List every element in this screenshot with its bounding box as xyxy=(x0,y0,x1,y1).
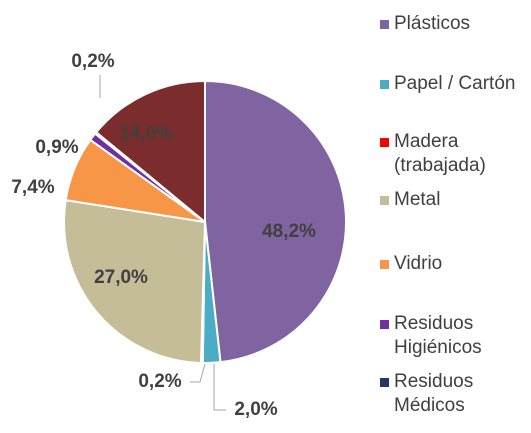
data-label: 48,2% xyxy=(262,221,316,242)
leader-line xyxy=(190,363,206,383)
legend-label: Residuos Médicos xyxy=(394,371,474,416)
data-label: 2,0% xyxy=(234,399,277,420)
data-label: 0,2% xyxy=(71,51,114,72)
leader-line xyxy=(213,364,226,411)
pie-slice xyxy=(94,79,206,225)
legend-swatch xyxy=(380,20,389,29)
pie-slice xyxy=(63,198,207,364)
legend-item: Plásticos xyxy=(380,12,529,36)
legend-swatch xyxy=(380,80,389,89)
legend-swatch xyxy=(380,320,389,329)
data-label: 0,9% xyxy=(35,137,78,158)
legend-label: Vidrio xyxy=(394,253,443,274)
legend-swatch xyxy=(380,260,389,269)
legend-item: Vidrio xyxy=(380,252,529,276)
data-label: 14,0% xyxy=(119,123,173,144)
legend-item: Residuos Higiénicos xyxy=(380,312,529,360)
legend-item: Metal xyxy=(380,188,529,212)
data-label: 27,0% xyxy=(94,267,148,288)
legend-label: Residuos Higiénicos xyxy=(394,313,482,358)
legend-swatch xyxy=(380,138,389,147)
data-label: 7,4% xyxy=(11,177,54,198)
legend-item: Madera (trabajada) xyxy=(380,130,529,178)
pie-slice xyxy=(204,79,347,364)
legend-item: Residuos Médicos xyxy=(380,370,529,418)
legend-swatch xyxy=(380,378,389,387)
legend-label: Papel / Cartón xyxy=(394,73,516,94)
legend-label: Plásticos xyxy=(394,13,471,34)
legend-item: Papel / Cartón xyxy=(380,72,529,96)
data-label: 0,2% xyxy=(138,371,181,392)
legend-label: Metal xyxy=(394,189,441,210)
legend-label: Madera (trabajada) xyxy=(394,131,486,176)
legend-swatch xyxy=(380,196,389,205)
